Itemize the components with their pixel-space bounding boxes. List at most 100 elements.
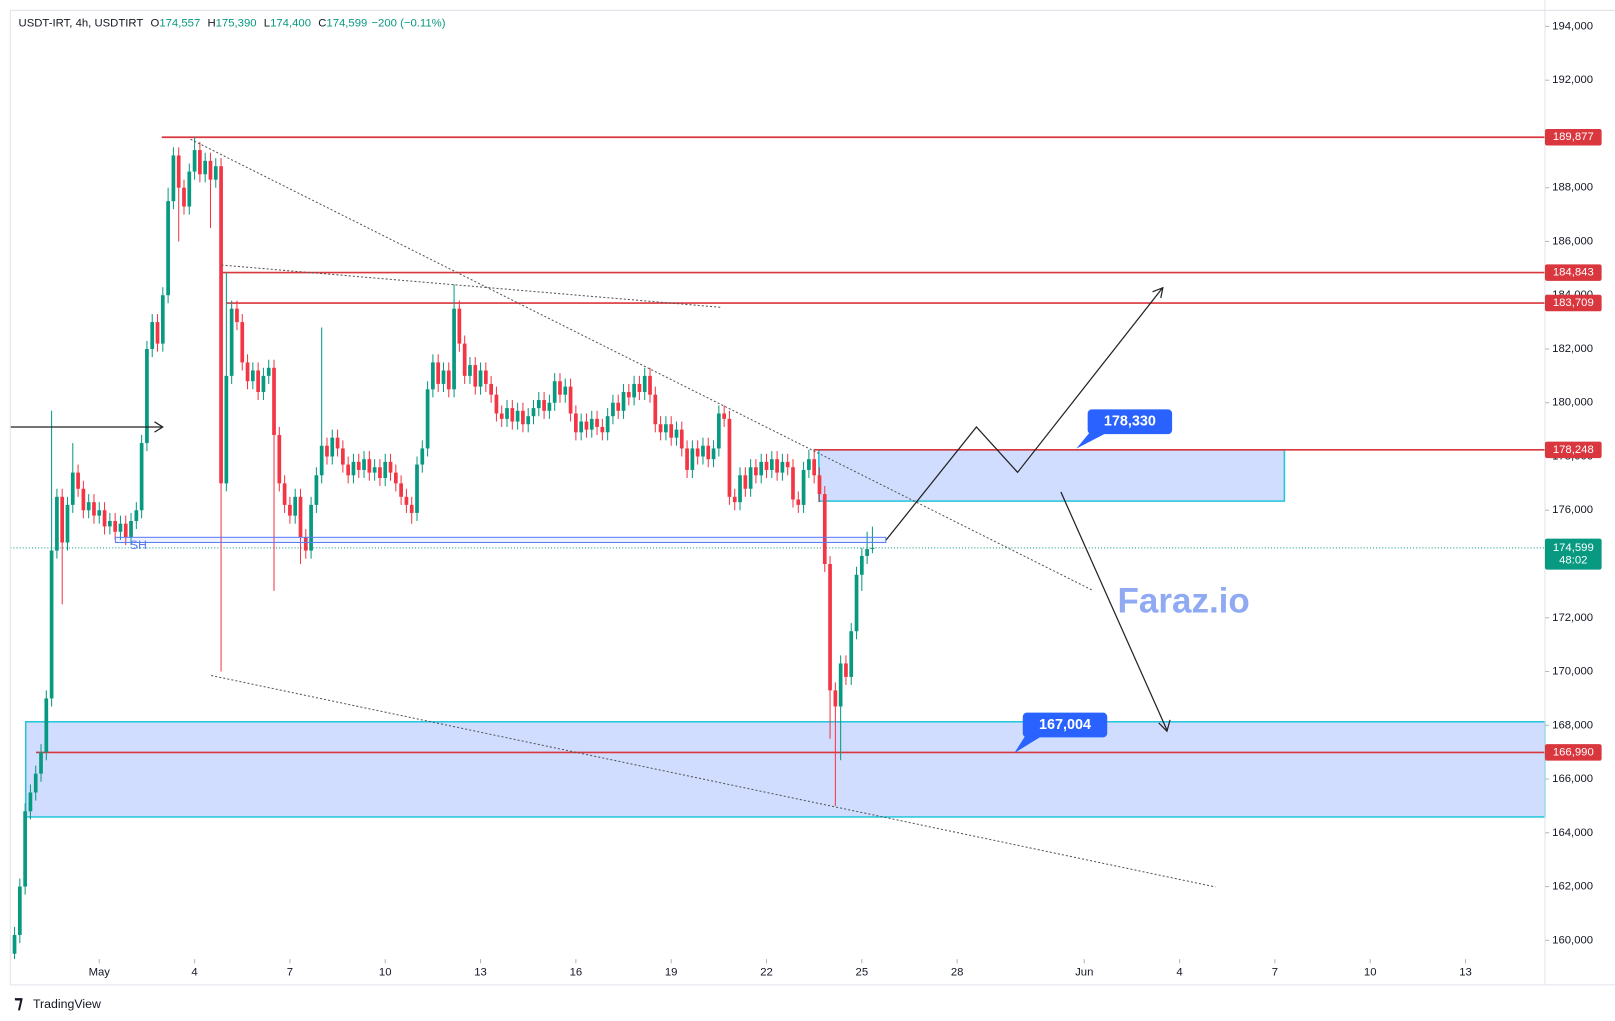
candle-body <box>415 464 419 513</box>
callout-box <box>1087 409 1173 435</box>
last-price-label: 174,599 <box>1553 542 1594 554</box>
y-tick-label: 180,000 <box>1552 397 1593 409</box>
sh-label: SH <box>130 538 147 552</box>
candle-body <box>584 421 589 430</box>
candle-body <box>536 400 541 409</box>
candle-body <box>870 547 875 550</box>
candle-body <box>351 461 356 476</box>
ohlc-value: 174,557 <box>159 18 200 30</box>
candle-body <box>404 496 409 505</box>
candle-body <box>70 472 75 505</box>
candle-body <box>123 523 128 538</box>
candle-body <box>669 424 674 438</box>
ohlc-key: H <box>207 18 215 30</box>
y-tick-label: 164,000 <box>1552 827 1593 839</box>
candle-body <box>160 295 165 344</box>
levels <box>10 136 1545 754</box>
candle-body <box>611 402 615 417</box>
x-tick-label: 22 <box>760 967 773 979</box>
candle-body <box>738 475 742 503</box>
candle-body <box>547 402 552 411</box>
y-tick-label: 160,000 <box>1552 934 1593 946</box>
candle-body <box>595 418 599 427</box>
candle-body <box>92 502 96 516</box>
x-tick-label: 19 <box>665 967 678 979</box>
candle-body <box>468 365 472 376</box>
candle-body <box>335 437 340 449</box>
candle-body <box>97 510 102 516</box>
candle-body <box>372 467 377 473</box>
drawings <box>10 138 1216 888</box>
candle-body <box>229 308 234 376</box>
y-tick-label: 186,000 <box>1552 235 1593 247</box>
candle-body <box>203 160 208 175</box>
x-tick-label: 10 <box>1364 967 1377 979</box>
candle-body <box>658 424 663 433</box>
candle-body <box>579 421 584 433</box>
candle-body <box>288 504 292 516</box>
ohlc-key: L <box>264 18 270 30</box>
candle-body <box>108 521 112 527</box>
symbol: USDT-IRT, 4h, USDTIRT <box>19 18 144 30</box>
candle-body <box>854 574 859 632</box>
candle-body <box>346 464 351 476</box>
candle-body <box>33 773 38 793</box>
level-label: 184,843 <box>1553 267 1594 279</box>
candle-body <box>542 400 546 411</box>
watermark: Faraz.io <box>1118 582 1250 621</box>
candle-body <box>748 467 753 489</box>
x-tick-label: 7 <box>287 967 293 979</box>
brand: TradingView <box>33 997 101 1011</box>
candle-body <box>812 459 817 476</box>
ohlc-value: 175,390 <box>216 18 257 30</box>
candle-body <box>113 521 118 532</box>
candle-body <box>769 459 774 470</box>
candle-body <box>86 502 91 511</box>
candle-body <box>309 504 313 551</box>
candle-body <box>552 381 557 403</box>
arrow-head <box>1152 286 1164 299</box>
ohlc-value: 174,599 <box>326 18 367 30</box>
ohlc-key: C <box>318 18 326 30</box>
candle-body <box>129 521 133 538</box>
candle-body <box>764 461 769 470</box>
candle-body <box>420 448 425 465</box>
candle-body <box>600 426 605 433</box>
candle-body <box>383 461 388 478</box>
candle-body <box>60 496 65 543</box>
candle-body <box>807 459 811 470</box>
candle-body <box>722 413 726 419</box>
candle-body <box>145 348 149 444</box>
level-tag <box>1544 294 1602 312</box>
candle-body <box>341 448 345 465</box>
candle-body <box>277 434 282 484</box>
candle-body <box>65 504 70 543</box>
candle-body <box>483 370 488 384</box>
candle-body <box>478 370 483 387</box>
candle-body <box>796 499 801 505</box>
candle-body <box>526 416 531 425</box>
candle-body <box>431 362 435 390</box>
candle-body <box>102 510 107 527</box>
candle-body <box>457 308 462 344</box>
candle-body <box>208 160 213 180</box>
trendline <box>221 264 722 308</box>
candles <box>12 137 875 960</box>
callout-pointer <box>1014 733 1042 753</box>
axes: 160,000 162,000 164,000 166,000 168,000 170,0… <box>89 20 1602 979</box>
candle-body <box>642 375 647 392</box>
candle-body <box>605 416 610 433</box>
y-tick-label: 182,000 <box>1552 343 1593 355</box>
candle-body <box>298 496 303 538</box>
candle-body <box>303 537 308 551</box>
candle-body <box>838 663 843 707</box>
candle-body <box>833 690 838 707</box>
candle-body <box>367 459 372 473</box>
x-tick-label: 4 <box>191 967 197 979</box>
level-label: 166,990 <box>1553 746 1594 758</box>
candle-body <box>727 418 732 497</box>
candle-body <box>28 792 33 812</box>
candle-body <box>701 445 705 457</box>
